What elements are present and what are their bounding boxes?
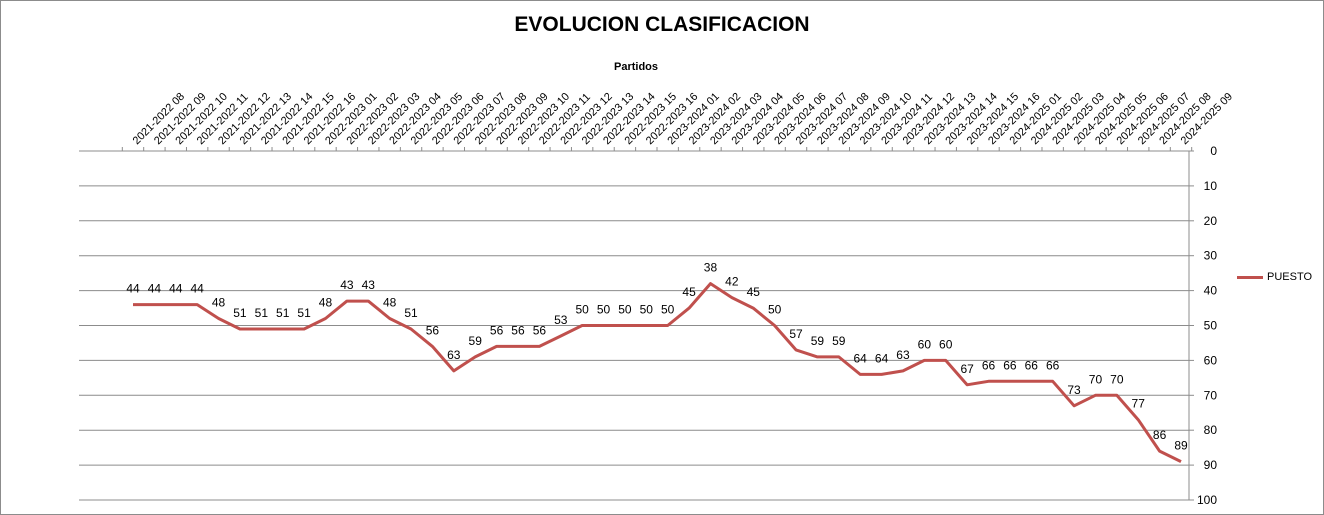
y-tick-label: 70 <box>1204 388 1218 402</box>
data-label: 51 <box>276 306 290 320</box>
data-label: 59 <box>832 334 846 348</box>
data-label: 56 <box>511 323 525 337</box>
data-label: 50 <box>768 303 782 317</box>
data-label: 43 <box>362 278 376 292</box>
data-label: 48 <box>212 296 226 310</box>
data-label: 60 <box>918 337 932 351</box>
y-tick-label: 20 <box>1204 214 1218 228</box>
x-axis-title: Partidos <box>613 61 658 73</box>
y-tick-label: 30 <box>1204 249 1218 263</box>
data-label: 48 <box>319 296 333 310</box>
data-label: 66 <box>1025 358 1039 372</box>
legend-line-swatch <box>1237 275 1263 279</box>
data-label: 53 <box>554 313 568 327</box>
data-label: 45 <box>747 285 761 299</box>
data-label: 56 <box>533 323 547 337</box>
data-label: 66 <box>1046 358 1060 372</box>
data-label: 63 <box>896 348 910 362</box>
data-label: 44 <box>190 282 204 296</box>
data-label: 70 <box>1110 372 1124 386</box>
data-label: 59 <box>469 334 483 348</box>
data-label: 70 <box>1089 372 1103 386</box>
data-label: 64 <box>854 351 868 365</box>
data-label: 56 <box>490 323 504 337</box>
data-label: 48 <box>383 296 397 310</box>
data-label: 50 <box>640 303 654 317</box>
data-label: 38 <box>704 261 718 275</box>
legend-label: PUESTO <box>1267 271 1313 283</box>
series-line-puesto <box>133 282 1182 463</box>
data-label: 66 <box>1003 358 1017 372</box>
y-tick-label: 50 <box>1204 319 1218 333</box>
data-label: 86 <box>1153 428 1167 442</box>
data-label: 51 <box>233 306 247 320</box>
y-tick-label: 100 <box>1197 493 1217 507</box>
data-label: 51 <box>404 306 418 320</box>
data-label: 50 <box>575 303 589 317</box>
data-label: 67 <box>960 362 974 376</box>
y-tick-label: 10 <box>1204 179 1218 193</box>
data-label: 51 <box>297 306 311 320</box>
data-label: 89 <box>1174 439 1188 453</box>
data-label: 59 <box>811 334 825 348</box>
y-tick-label: 0 <box>1210 144 1217 158</box>
data-label: 42 <box>725 275 739 289</box>
data-label: 44 <box>148 282 162 296</box>
data-label: 63 <box>447 348 461 362</box>
data-label: 64 <box>875 351 889 365</box>
data-label: 50 <box>618 303 632 317</box>
data-label: 77 <box>1132 397 1146 411</box>
legend: PUESTO <box>1237 271 1312 283</box>
data-label: 66 <box>982 358 996 372</box>
data-label: 43 <box>340 278 354 292</box>
data-label: 60 <box>939 337 953 351</box>
data-label: 56 <box>426 323 440 337</box>
data-label: 45 <box>682 285 696 299</box>
chart-title: EVOLUCION CLASIFICACION <box>514 13 810 36</box>
data-label: 44 <box>126 282 140 296</box>
data-label: 44 <box>169 282 183 296</box>
y-tick-label: 40 <box>1204 284 1218 298</box>
data-label: 50 <box>597 303 611 317</box>
data-label: 57 <box>789 327 803 341</box>
data-label: 50 <box>661 303 675 317</box>
y-tick-label: 80 <box>1204 423 1218 437</box>
y-tick-label: 90 <box>1204 458 1218 472</box>
data-label: 51 <box>255 306 269 320</box>
data-label: 73 <box>1067 383 1081 397</box>
y-tick-label: 60 <box>1204 353 1218 367</box>
